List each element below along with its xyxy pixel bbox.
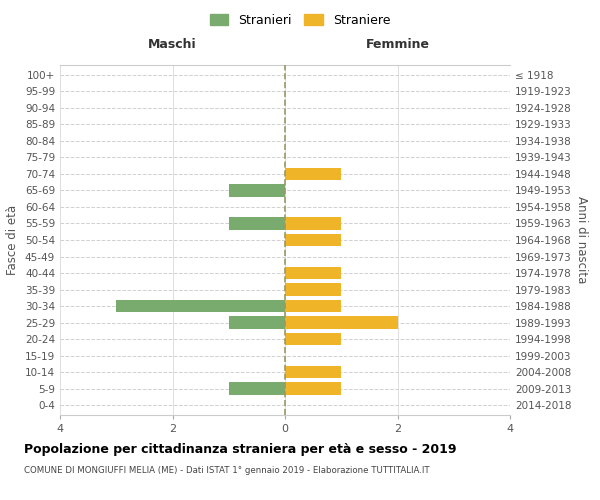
Bar — [285, 284, 341, 296]
Text: COMUNE DI MONGIUFFI MELIA (ME) - Dati ISTAT 1° gennaio 2019 - Elaborazione TUTTI: COMUNE DI MONGIUFFI MELIA (ME) - Dati IS… — [24, 466, 430, 475]
Text: Popolazione per cittadinanza straniera per età e sesso - 2019: Popolazione per cittadinanza straniera p… — [24, 442, 457, 456]
Bar — [285, 382, 341, 395]
Text: Maschi: Maschi — [148, 38, 197, 51]
Bar — [285, 218, 341, 230]
Bar — [285, 333, 341, 345]
Bar — [229, 184, 285, 196]
Text: Femmine: Femmine — [365, 38, 430, 51]
Bar — [285, 267, 341, 279]
Bar — [285, 168, 341, 180]
Bar — [285, 234, 341, 246]
Bar — [229, 316, 285, 328]
Y-axis label: Anni di nascita: Anni di nascita — [575, 196, 588, 284]
Bar — [116, 300, 285, 312]
Bar — [285, 300, 341, 312]
Bar — [285, 316, 398, 328]
Legend: Stranieri, Straniere: Stranieri, Straniere — [205, 8, 395, 32]
Y-axis label: Fasce di età: Fasce di età — [7, 205, 19, 275]
Bar — [229, 382, 285, 395]
Bar — [285, 366, 341, 378]
Bar — [229, 218, 285, 230]
